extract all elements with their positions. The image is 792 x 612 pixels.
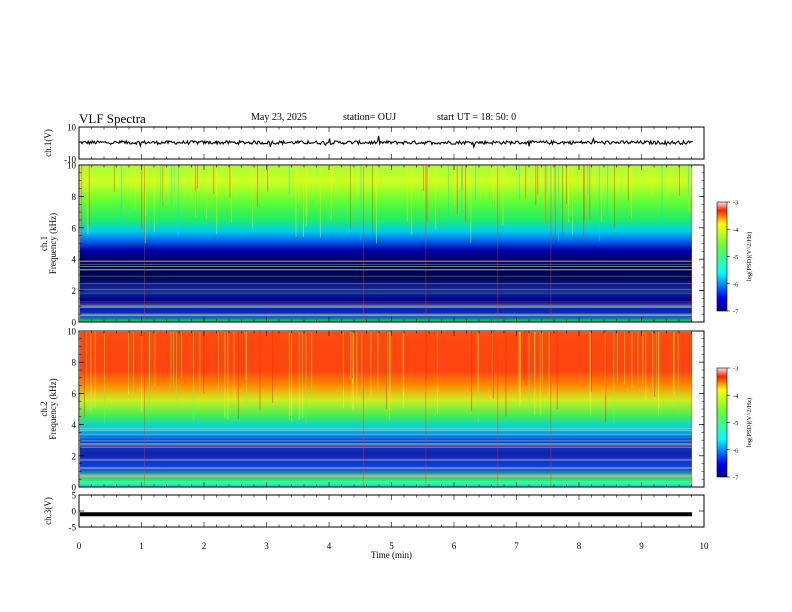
y-tick-label: 8 xyxy=(72,192,77,202)
y-tick-label: 8 xyxy=(72,358,77,368)
colorbar-tick-label: -7 xyxy=(733,309,739,316)
x-tick-label: 6 xyxy=(452,541,457,551)
colorbar-tick-label: -5 xyxy=(733,420,738,427)
x-tick-label: 2 xyxy=(202,541,207,551)
y-tick-label: 10 xyxy=(67,161,77,171)
y-tick-label: 4 xyxy=(72,420,77,430)
y-tick-label: 5 xyxy=(72,491,77,501)
y-axis-label: ch.1 xyxy=(39,236,49,251)
colorbar-tick-label: -6 xyxy=(733,447,739,454)
x-tick-label: 10 xyxy=(700,541,710,551)
ch1-trace xyxy=(78,135,693,150)
colorbar-tick-label: -7 xyxy=(733,475,739,482)
x-tick-label: 3 xyxy=(264,541,269,551)
y-axis-label: Frequency (kHz) xyxy=(48,213,58,274)
y-axis-label: ch.3(V) xyxy=(43,497,53,525)
y-tick-label: -5 xyxy=(69,523,77,533)
y-tick-label: 0 xyxy=(72,507,77,517)
y-tick-label: 0 xyxy=(72,318,77,328)
y-tick-label: 0 xyxy=(72,483,77,493)
x-tick-label: 0 xyxy=(77,541,82,551)
colorbar-tick-label: -6 xyxy=(733,281,739,288)
colorbar xyxy=(716,367,728,478)
y-tick-label: 6 xyxy=(72,389,77,399)
x-axis-label: Time (min) xyxy=(371,550,412,560)
start-time-label: start UT = 18: 50: 0 xyxy=(437,112,517,123)
y-tick-label: 10 xyxy=(67,123,77,133)
colorbar xyxy=(716,201,728,312)
chart-title: VLF Spectra xyxy=(79,111,146,126)
colorbar-label: log(PSD)(V^2/Hz) xyxy=(746,398,753,447)
x-tick-label: 5 xyxy=(389,541,394,551)
date-label: May 23, 2025 xyxy=(251,112,307,123)
y-axis-label: ch.2 xyxy=(39,401,49,416)
colorbar-tick-label: -3 xyxy=(733,200,738,207)
y-tick-label: -10 xyxy=(64,155,76,165)
y-axis-label: ch.1(V) xyxy=(43,129,53,157)
y-tick-label: 2 xyxy=(72,451,77,461)
station-label: station= OUJ xyxy=(343,112,397,123)
y-tick-label: 4 xyxy=(72,255,77,265)
y-tick-label: 6 xyxy=(72,223,77,233)
x-tick-label: 8 xyxy=(577,541,582,551)
x-tick-label: 1 xyxy=(139,541,144,551)
x-tick-label: 9 xyxy=(639,541,644,551)
colorbar-tick-label: -4 xyxy=(733,393,739,400)
colorbar-tick-label: -5 xyxy=(733,254,738,261)
y-axis-label: Frequency (kHz) xyxy=(48,378,58,439)
colorbar-tick-label: -4 xyxy=(733,227,739,234)
x-tick-label: 7 xyxy=(514,541,519,551)
y-tick-label: 2 xyxy=(72,286,77,296)
colorbar-tick-label: -3 xyxy=(733,366,738,373)
y-tick-label: 10 xyxy=(67,327,77,337)
colorbar-label: log(PSD)(V^2/Hz) xyxy=(746,232,753,281)
x-tick-label: 4 xyxy=(327,541,332,551)
